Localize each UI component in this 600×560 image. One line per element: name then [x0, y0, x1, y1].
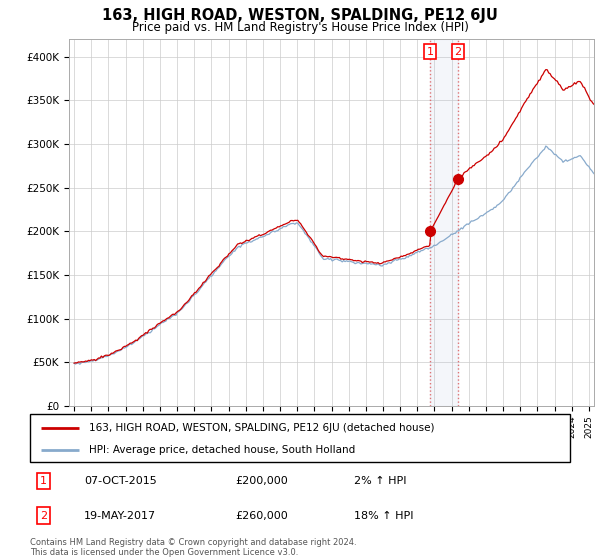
Text: 2% ↑ HPI: 2% ↑ HPI: [354, 476, 407, 486]
Bar: [430, 39, 458, 406]
FancyBboxPatch shape: [30, 414, 570, 462]
Text: 2: 2: [40, 511, 47, 521]
Text: £200,000: £200,000: [235, 476, 288, 486]
Text: 163, HIGH ROAD, WESTON, SPALDING, PE12 6JU: 163, HIGH ROAD, WESTON, SPALDING, PE12 6…: [102, 8, 498, 24]
Text: 1: 1: [427, 46, 434, 57]
Text: 18% ↑ HPI: 18% ↑ HPI: [354, 511, 413, 521]
Text: Contains HM Land Registry data © Crown copyright and database right 2024.
This d: Contains HM Land Registry data © Crown c…: [30, 538, 356, 557]
Text: 2: 2: [455, 46, 461, 57]
Text: 07-OCT-2015: 07-OCT-2015: [84, 476, 157, 486]
Text: 19-MAY-2017: 19-MAY-2017: [84, 511, 156, 521]
Text: 163, HIGH ROAD, WESTON, SPALDING, PE12 6JU (detached house): 163, HIGH ROAD, WESTON, SPALDING, PE12 6…: [89, 423, 435, 433]
Text: HPI: Average price, detached house, South Holland: HPI: Average price, detached house, Sout…: [89, 445, 356, 455]
Text: Price paid vs. HM Land Registry's House Price Index (HPI): Price paid vs. HM Land Registry's House …: [131, 21, 469, 34]
Text: £260,000: £260,000: [235, 511, 288, 521]
Text: 1: 1: [40, 476, 47, 486]
